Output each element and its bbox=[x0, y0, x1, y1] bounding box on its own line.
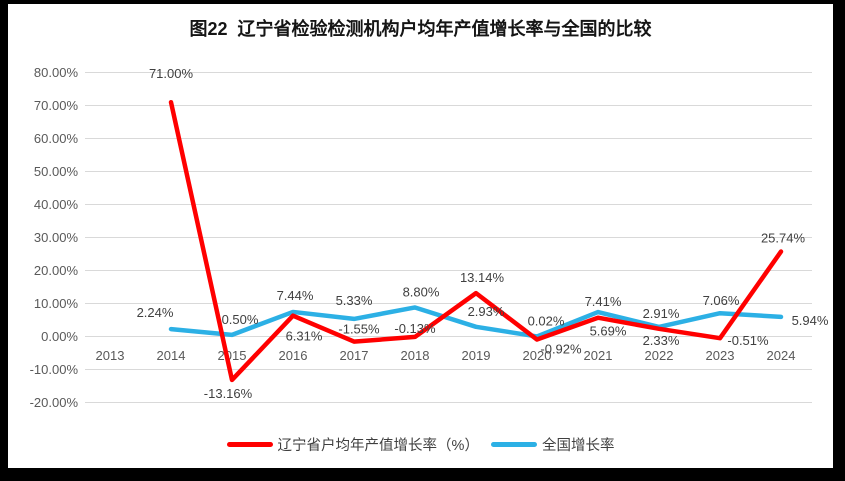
data-label-1: 7.44% bbox=[277, 288, 314, 303]
data-label-1: 0.02% bbox=[528, 313, 565, 328]
x-tick-label: 2023 bbox=[706, 348, 735, 363]
data-label-1: 5.33% bbox=[336, 293, 373, 308]
data-label-1: 7.06% bbox=[703, 293, 740, 308]
data-label-1: 2.93% bbox=[468, 304, 505, 319]
y-tick-label: 40.00% bbox=[34, 197, 79, 212]
legend-line-icon-blue bbox=[490, 442, 537, 447]
chart-canvas: 图22 辽宁省检验检测机构户均年产值增长率与全国的比较 80.00% 70.00%… bbox=[8, 4, 833, 468]
y-tick-label: 70.00% bbox=[34, 98, 79, 113]
data-label-0: -0.92% bbox=[540, 342, 582, 357]
chart-plot: 80.00% 70.00% 60.00% 50.00% 40.00% 30.00% 20.0… bbox=[30, 65, 829, 410]
x-tick-label: 2021 bbox=[584, 348, 613, 363]
data-label-1: 0.50% bbox=[222, 312, 259, 327]
chart-legend: 辽宁省户均年产值增长率（%） 全国增长率 bbox=[8, 434, 833, 455]
x-tick-label: 2024 bbox=[767, 348, 796, 363]
data-label-0: 5.69% bbox=[590, 324, 627, 339]
y-tick-label: -20.00% bbox=[30, 395, 79, 410]
x-tick-label: 2016 bbox=[279, 348, 308, 363]
x-tick-label: 2018 bbox=[401, 348, 430, 363]
data-label-1: 8.80% bbox=[403, 284, 440, 299]
data-label-0: -1.55% bbox=[338, 322, 380, 337]
data-label-0: 13.14% bbox=[460, 270, 505, 285]
legend-label-national: 全国增长率 bbox=[541, 438, 615, 454]
y-tick-label: 20.00% bbox=[34, 263, 79, 278]
y-tick-label: 60.00% bbox=[34, 131, 79, 146]
x-tick-label: 2015 bbox=[218, 348, 247, 363]
y-tick-label: 50.00% bbox=[34, 164, 79, 179]
y-tick-label: -10.00% bbox=[30, 362, 79, 377]
data-label-0: 2.33% bbox=[643, 333, 680, 348]
data-label-0: 25.74% bbox=[761, 231, 806, 246]
legend-item-liaoning: 辽宁省户均年产值增长率（%） bbox=[226, 434, 479, 455]
y-tick-label: 10.00% bbox=[34, 296, 79, 311]
series-line-0 bbox=[168, 99, 784, 383]
data-label-0: 6.31% bbox=[286, 329, 323, 344]
chart-title: 图22 辽宁省检验检测机构户均年产值增长率与全国的比较 bbox=[189, 19, 652, 39]
legend-label-liaoning: 辽宁省户均年产值增长率（%） bbox=[277, 438, 479, 454]
x-tick-label: 2022 bbox=[645, 348, 674, 363]
x-tick-label: 2017 bbox=[340, 348, 369, 363]
legend-item-national: 全国增长率 bbox=[490, 434, 615, 455]
y-tick-label: 0.00% bbox=[41, 329, 78, 344]
x-tick-label: 2013 bbox=[96, 348, 125, 363]
data-label-1: 2.91% bbox=[643, 306, 680, 321]
series-line-1 bbox=[168, 305, 784, 339]
data-label-1: 7.41% bbox=[585, 294, 622, 309]
x-tick-label: 2014 bbox=[157, 348, 186, 363]
data-label-0: 71.00% bbox=[149, 66, 194, 81]
x-tick-label: 2020 bbox=[523, 348, 552, 363]
data-label-0: -0.13% bbox=[394, 321, 436, 336]
data-label-1: 2.24% bbox=[137, 305, 174, 320]
y-tick-label: 80.00% bbox=[34, 65, 79, 80]
legend-line-icon-red bbox=[226, 442, 273, 447]
data-label-0: -13.16% bbox=[204, 386, 253, 401]
data-label-0: -0.51% bbox=[727, 333, 769, 348]
data-label-1: 5.94% bbox=[792, 313, 829, 328]
x-tick-label: 2019 bbox=[462, 348, 491, 363]
y-tick-label: 30.00% bbox=[34, 230, 79, 245]
